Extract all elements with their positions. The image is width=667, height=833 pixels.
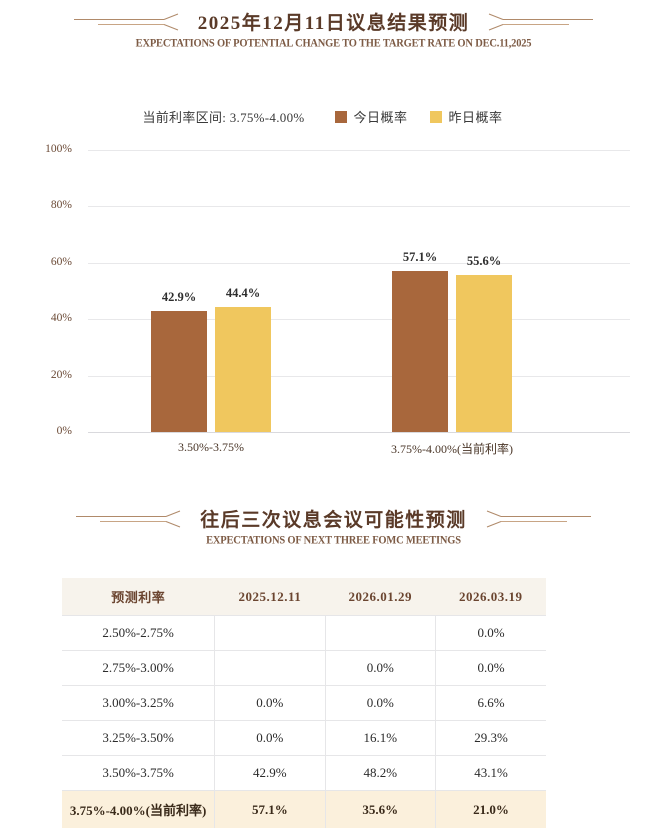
y-axis-tick-label: 100% [45,143,72,155]
y-axis-tick-label: 0% [56,425,72,437]
bar-value-label: 42.9% [161,290,197,305]
legend-item-today[interactable]: 今日概率 [334,107,408,126]
y-axis-tick-label: 40% [50,312,72,325]
table-cell-probability: 29.3% [435,720,546,756]
gridline [88,319,630,321]
table-cell-probability: 0.0% [214,685,326,721]
legend-swatch-yesterday [429,110,442,123]
legend-label-yesterday: 昨日概率 [448,110,503,125]
table-cell-rate: 3.50%-3.75% [62,755,215,791]
section2-title-row: 往后三次议息会议可能性预测 [0,505,667,532]
bar-value-label: 57.1% [402,249,438,264]
gridline [88,262,630,264]
gridline [88,150,630,151]
y-axis-tick-label: 80% [50,199,72,212]
col-header-2026-01-29: 2026.01.29 [325,578,436,616]
table-header-row: 预测利率 2025.12.11 2026.01.29 2026.03.19 [62,578,546,616]
ornament-left-icon [76,510,181,527]
table-cell-probability: 6.6% [435,685,546,721]
table-cell-probability: 0.0% [324,650,436,686]
forecast-rate-table: 预测利率 2025.12.11 2026.01.29 2026.03.19 2.… [62,578,546,828]
table-cell-probability [324,615,436,651]
title-row: 2025年12月11日议息结果预测 [0,8,667,35]
x-axis-category-label: 3.50%-3.75% [178,440,244,454]
y-axis-tick-label: 60% [50,255,72,268]
legend-swatch-today [334,110,347,123]
col-header-2026-03-19: 2026.03.19 [435,578,546,616]
table-row[interactable]: 3.25%-3.50% 0.0% 16.1% 29.3% [62,720,546,756]
page-title-block: 2025年12月11日议息结果预测 EXPECTATIONS OF POTENT… [0,8,667,50]
chart-bar[interactable] [456,275,512,432]
bar-value-label: 55.6% [466,254,502,269]
table-cell-probability: 0.0% [214,720,326,756]
section2-title-cn: 往后三次议息会议可能性预测 [200,510,467,531]
table-cell-probability [214,650,326,686]
chart-bar[interactable] [151,311,207,432]
col-header-2025-12-11: 2025.12.11 [214,578,326,616]
chart-legend: 当前利率区间: 3.75%-4.00% 今日概率 昨日概率 [0,107,667,126]
table-head: 预测利率 2025.12.11 2026.01.29 2026.03.19 [62,578,546,616]
table-cell-rate: 3.75%-4.00%(当前利率) [62,790,215,828]
legend-item-yesterday[interactable]: 昨日概率 [429,107,503,126]
ornament-right-icon [486,510,591,527]
ornament-right-icon [489,13,594,30]
bar-value-label: 44.4% [225,285,261,300]
chart-bar[interactable] [215,306,271,432]
gridline [88,432,630,433]
ornament-left-icon [73,13,178,30]
table-cell-rate: 3.00%-3.25% [62,685,215,721]
table-cell-rate: 2.75%-3.00% [62,650,215,686]
table-row[interactable]: 3.50%-3.75% 42.9% 48.2% 43.1% [62,755,546,791]
table-cell-probability: 0.0% [435,650,546,686]
table-cell-probability: 35.6% [324,790,436,828]
table-cell-rate: 3.25%-3.50% [62,720,215,756]
table-cell-probability: 0.0% [435,615,546,651]
legend-label-today: 今日概率 [353,110,408,125]
table-body: 2.50%-2.75% 0.0% 2.75%-3.00% 0.0% 0.0% 3.00%-… [62,615,546,828]
col-header-rate: 预测利率 [62,578,215,616]
page-title-cn: 2025年12月11日议息结果预测 [197,13,470,34]
page-title-en: EXPECTATIONS OF POTENTIAL CHANGE TO THE … [135,37,532,50]
section2-title-en: EXPECTATIONS OF NEXT THREE FOMC MEETINGS [206,534,461,547]
gridline [88,206,630,208]
table-cell-probability: 0.0% [324,685,436,721]
table-row[interactable]: 2.50%-2.75% 0.0% [62,615,546,651]
section2-title-block: 往后三次议息会议可能性预测 EXPECTATIONS OF NEXT THREE… [0,505,667,547]
table-cell-probability: 16.1% [324,720,436,756]
table-cell-probability: 57.1% [214,790,326,828]
current-rate-range-label: 当前利率区间: 3.75%-4.00% [142,110,305,125]
y-axis-tick-label: 20% [50,368,72,381]
x-axis-category-label: 3.75%-4.00%(当前利率) [391,442,513,456]
table-row[interactable]: 2.75%-3.00% 0.0% 0.0% [62,650,546,686]
bar-chart: 0% 20% 40% 60% 80% 100% 42.9% 44.4% 57.1% 55.6% 3.… [0,140,667,460]
table-cell-probability: 42.9% [214,755,326,791]
table-cell-rate: 2.50%-2.75% [62,615,215,651]
table-cell-probability: 43.1% [435,755,546,791]
gridline [88,375,630,377]
table-cell-probability: 21.0% [435,790,546,828]
table-cell-probability [214,615,326,651]
table-row[interactable]: 3.75%-4.00%(当前利率) 57.1% 35.6% 21.0% [62,790,546,828]
table-cell-probability: 48.2% [324,755,436,791]
chart-bar[interactable] [392,270,448,432]
table-row[interactable]: 3.00%-3.25% 0.0% 0.0% 6.6% [62,685,546,721]
